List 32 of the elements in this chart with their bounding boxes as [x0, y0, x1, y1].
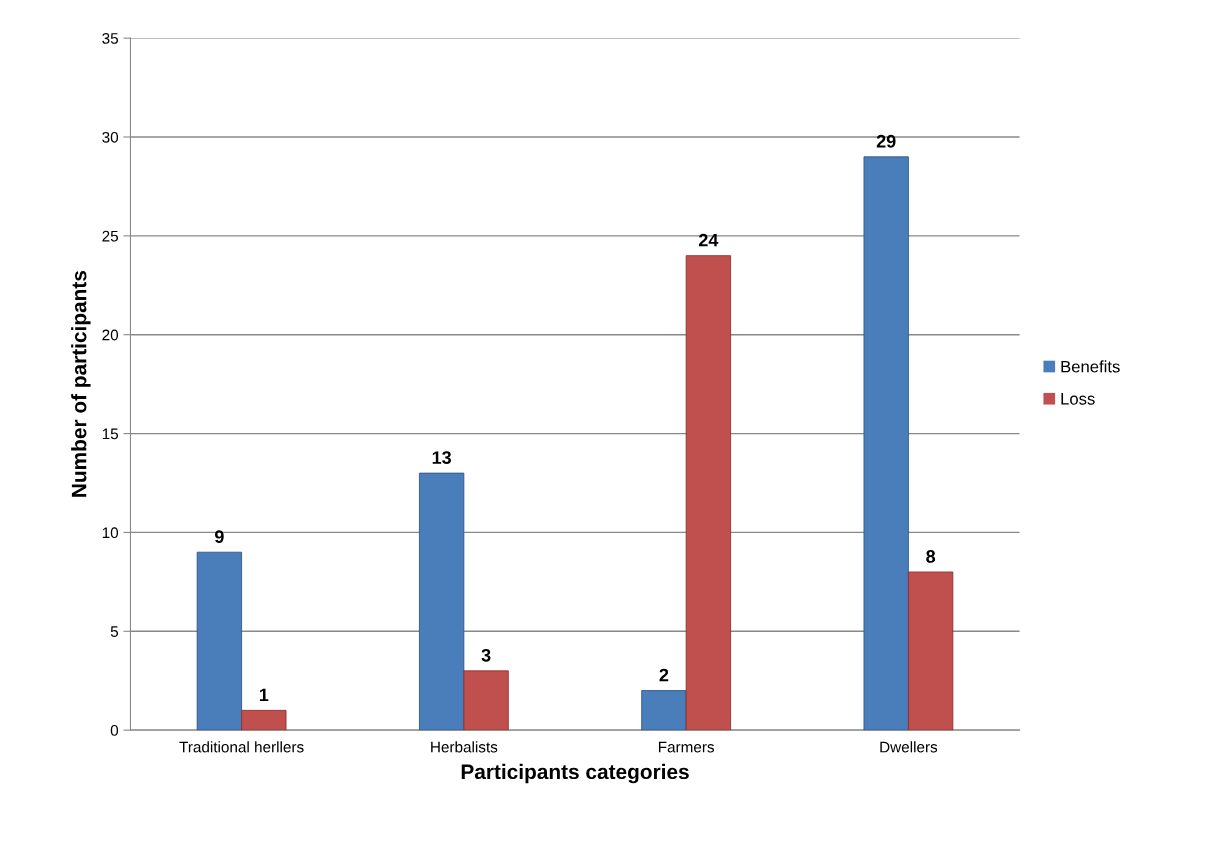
x-tick-label: Traditional herllers	[179, 741, 304, 753]
bar	[908, 571, 954, 731]
bar	[685, 255, 732, 731]
y-tick-label: 15	[102, 428, 119, 440]
bar	[641, 690, 687, 731]
data-label: 2	[659, 668, 669, 682]
data-label: 24	[698, 233, 719, 247]
legend-label: Loss	[1061, 393, 1095, 405]
y-tick-label: 25	[102, 230, 119, 242]
y-tick-label: 20	[102, 329, 119, 341]
y-tick-label: 30	[102, 131, 119, 143]
data-label: 29	[876, 134, 896, 148]
bar	[241, 709, 287, 731]
legend-label: Benefits	[1061, 360, 1120, 373]
bar	[863, 156, 909, 731]
data-label: 3	[481, 648, 491, 662]
x-tick-label: Dwellers	[880, 741, 938, 753]
y-axis-title: Number of participants	[71, 270, 91, 497]
bar	[196, 551, 243, 731]
data-label: 13	[432, 451, 452, 465]
data-label: 9	[214, 530, 224, 544]
x-tick-label: Farmers	[658, 741, 715, 753]
bar	[463, 670, 509, 731]
bar	[419, 472, 465, 731]
y-tick-label: 0	[110, 725, 119, 736]
y-tick-label: 5	[110, 626, 119, 637]
y-tick-label: 10	[102, 527, 119, 539]
data-label: 8	[926, 550, 936, 563]
data-label: 1	[259, 688, 269, 702]
x-axis-title: Participants categories	[461, 763, 689, 784]
x-tick-label: Herbalists	[431, 741, 498, 753]
y-tick-label: 35	[102, 33, 119, 44]
